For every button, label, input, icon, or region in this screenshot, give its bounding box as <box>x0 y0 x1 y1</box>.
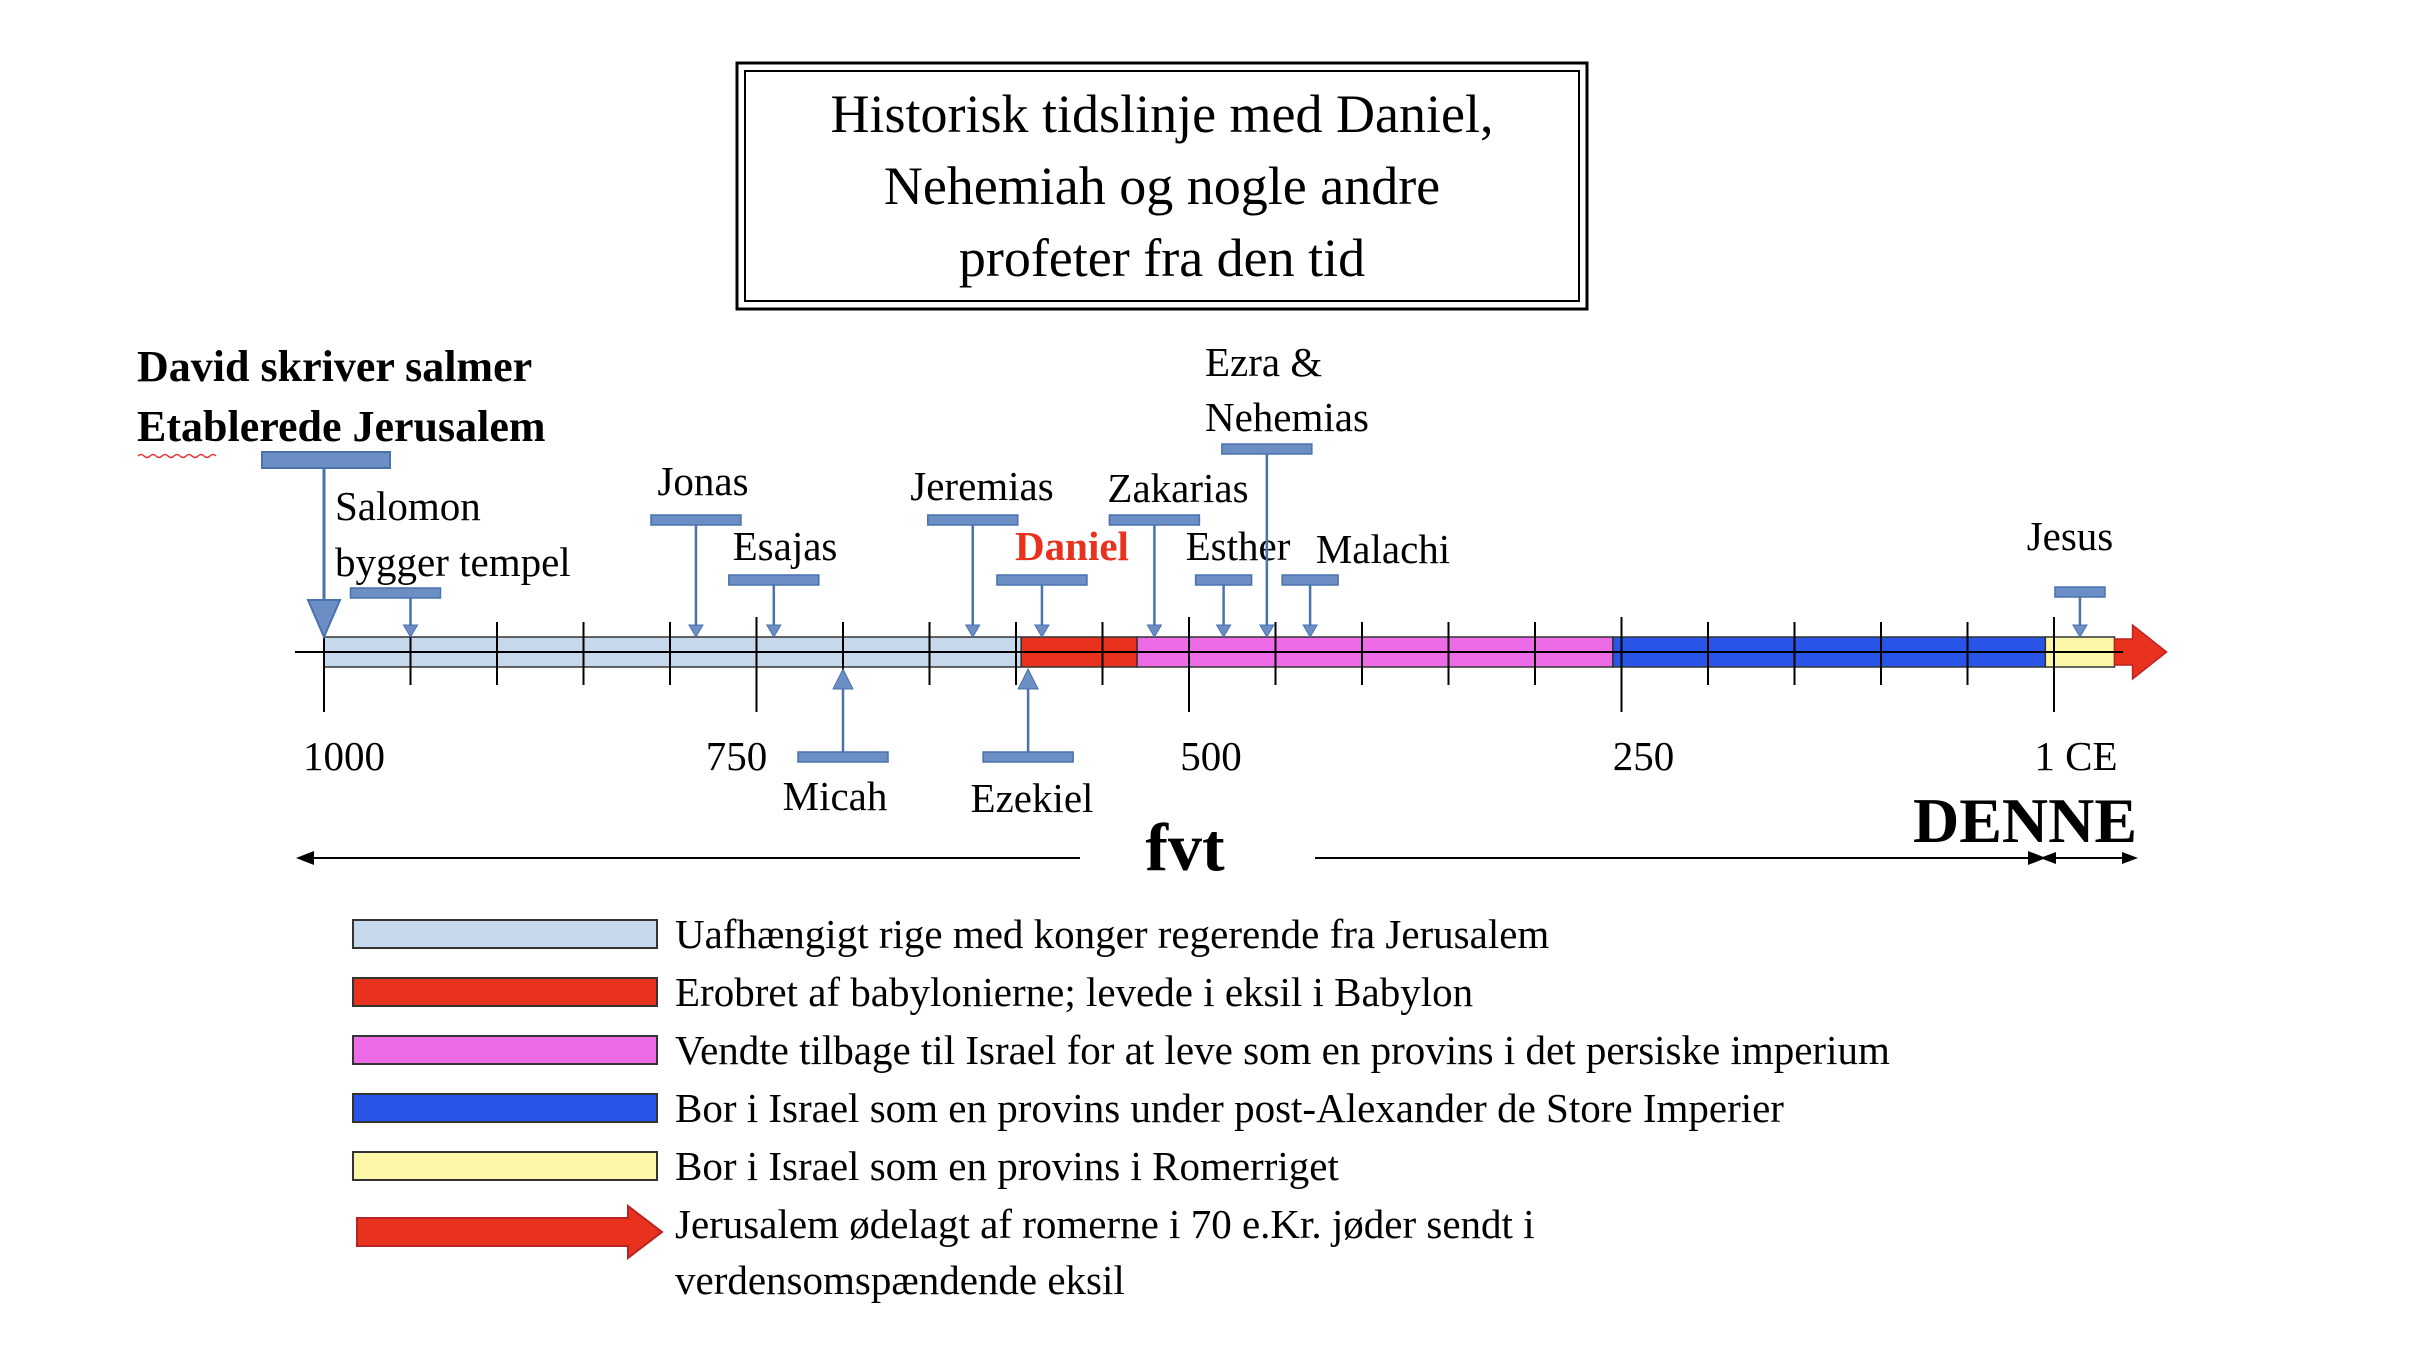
event-arrowhead <box>832 667 854 690</box>
event-arrowhead <box>306 599 342 640</box>
event-tab <box>797 751 889 763</box>
legend-swatch <box>352 1093 658 1123</box>
event-tab <box>1281 574 1339 586</box>
event-markers: Salomon bygger tempel Jonas Esajas Jeremias D… <box>261 339 2114 821</box>
event-label: Jonas <box>657 458 748 504</box>
tick-label: 500 <box>1180 733 1242 779</box>
legend-label: verdensomspændende eksil <box>675 1257 1125 1303</box>
event-tab <box>650 514 742 526</box>
event-label: Micah <box>783 773 888 819</box>
event-esajas: Esajas <box>728 523 838 638</box>
event-david <box>261 451 391 640</box>
legend-label: Vendte tilbage til Israel for at leve so… <box>675 1027 1890 1073</box>
event-jesus: Jesus <box>2027 513 2114 638</box>
event-label: Nehemias <box>1205 394 1369 440</box>
event-arrowhead <box>2072 624 2088 638</box>
end-arrow-exile <box>2113 623 2168 681</box>
event-arrowhead <box>1146 624 1163 638</box>
heading-line-1: David skriver salmer <box>137 342 532 391</box>
event-tab <box>927 514 1019 526</box>
event-label: bygger tempel <box>335 539 571 585</box>
tick-label: 1000 <box>303 733 385 779</box>
event-label: Malachi <box>1316 526 1450 572</box>
legend-item: Bor i Israel som en provins i Romerriget <box>352 1143 1339 1189</box>
event-label: Jeremias <box>910 463 1053 509</box>
event-label: Daniel <box>1015 523 1129 569</box>
legend-swatch <box>352 1151 658 1181</box>
event-label: Esther <box>1186 523 1291 569</box>
event-arrowhead <box>1258 624 1275 638</box>
legend-swatch <box>352 1035 658 1065</box>
event-daniel: Daniel <box>996 523 1129 638</box>
legend-label: Bor i Israel som en provins i Romerriget <box>675 1143 1339 1189</box>
event-jonas: Jonas <box>650 458 749 638</box>
event-tab <box>982 751 1074 763</box>
legend-item: Bor i Israel som en provins under post-A… <box>352 1085 1784 1131</box>
event-label: Zakarias <box>1107 465 1248 511</box>
legend-item: Jerusalem ødelagt af romerne i 70 e.Kr. … <box>356 1201 1535 1303</box>
event-label: Salomon <box>335 483 481 529</box>
event-label: Jesus <box>2027 513 2114 559</box>
event-tab <box>2054 586 2106 598</box>
title-line-3: profeter fra den tid <box>959 228 1365 288</box>
heading-underline-squiggle <box>137 453 217 459</box>
event-arrowhead <box>688 624 704 638</box>
event-arrowhead <box>964 624 981 638</box>
legend-swatch <box>352 919 658 949</box>
event-arrowhead <box>1302 624 1318 638</box>
event-arrowhead <box>1215 624 1232 638</box>
event-zakarias: Zakarias <box>1107 465 1249 638</box>
event-arrowhead <box>1034 624 1050 638</box>
event-label: Esajas <box>733 523 838 569</box>
event-jeremias: Jeremias <box>910 463 1054 638</box>
legend-item: Vendte tilbage til Israel for at leve so… <box>352 1027 1890 1073</box>
heading-line-2: Etablerede Jerusalem <box>137 402 546 451</box>
event-tab <box>728 574 820 586</box>
legend-label: Jerusalem ødelagt af romerne i 70 e.Kr. … <box>675 1201 1535 1247</box>
legend-label: Bor i Israel som en provins under post-A… <box>675 1085 1784 1131</box>
legend-swatch-arrow <box>356 1203 664 1261</box>
event-label: Ezra & <box>1205 339 1322 385</box>
legend-item: Erobret af babylonierne; levede i eksil … <box>352 969 1473 1015</box>
event-tab <box>261 451 391 469</box>
event-arrowhead <box>1017 667 1039 690</box>
legend: Uafhængigt rige med konger regerende fra… <box>352 911 1890 1303</box>
tick-label: 750 <box>706 733 768 779</box>
title-line-1: Historisk tidslinje med Daniel, <box>831 84 1494 144</box>
tick-label: 250 <box>1613 733 1675 779</box>
event-tab <box>996 574 1088 586</box>
ce-label: DENNE <box>1913 785 2137 856</box>
legend-label: Uafhængigt rige med konger regerende fra… <box>675 911 1549 957</box>
event-arrowhead <box>402 624 419 638</box>
event-tab <box>1194 574 1253 586</box>
event-salomon: Salomon bygger tempel <box>335 483 571 638</box>
event-tab <box>349 587 442 599</box>
event-arrowhead <box>765 624 782 638</box>
timeline-axis: 1000 750 500 250 1 CE <box>295 617 2124 779</box>
legend-label: Erobret af babylonierne; levede i eksil … <box>675 969 1473 1015</box>
event-label: Ezekiel <box>971 775 1094 821</box>
tick-label: 1 CE <box>2034 733 2117 779</box>
legend-swatch <box>352 977 658 1007</box>
title-line-2: Nehemiah og nogle andre <box>884 156 1440 216</box>
era-arrows: fvt DENNE <box>296 785 2138 885</box>
bce-label: fvt <box>1145 809 1225 885</box>
event-ezekiel: Ezekiel <box>971 667 1094 821</box>
event-malachi: Malachi <box>1281 526 1450 638</box>
event-ezra: Ezra & Nehemias <box>1205 339 1369 638</box>
event-micah: Micah <box>783 667 889 819</box>
title-box: Historisk tidslinje med Daniel, Nehemiah… <box>735 61 1589 311</box>
event-esther: Esther <box>1186 523 1291 638</box>
legend-item: Uafhængigt rige med konger regerende fra… <box>352 911 1549 957</box>
event-tab <box>1221 443 1313 455</box>
